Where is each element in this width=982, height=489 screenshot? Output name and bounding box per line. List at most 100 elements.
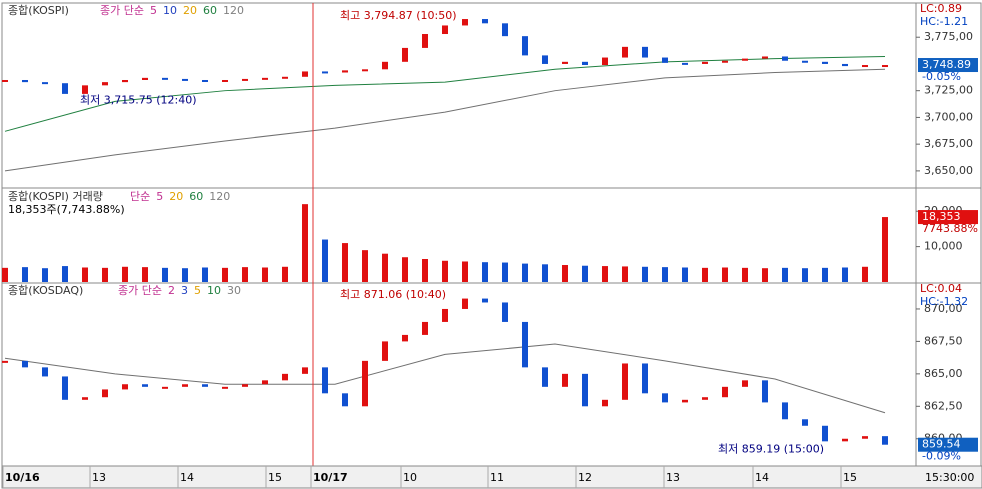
candle (742, 58, 748, 61)
last-price: 3,748.89 (922, 58, 971, 71)
low-annotation: 최저 859.19 (15:00) (718, 442, 824, 455)
legend-item: 60 (189, 190, 203, 203)
legend-item: 단순 (130, 190, 150, 203)
legend-item: 5 (156, 190, 163, 203)
volume-bar (542, 264, 548, 282)
candle (222, 79, 228, 82)
candle (642, 46, 648, 58)
volume-bar (262, 267, 268, 282)
x-tick-label: 12 (578, 471, 592, 484)
y-tick-label: 3,675,00 (924, 137, 973, 150)
volume-bar (562, 265, 568, 282)
candle (722, 60, 728, 63)
volume-bar (382, 253, 388, 282)
legend-item: 5 (150, 4, 157, 17)
candle (282, 76, 288, 79)
volume-bar (322, 239, 328, 282)
volume-bar (482, 262, 488, 282)
y-tick-label: 862,50 (924, 399, 963, 412)
candle (122, 79, 128, 83)
legend-item: 종가 단순 (118, 284, 162, 297)
last-price-box (918, 437, 978, 452)
volume-bar (622, 266, 628, 282)
candle (742, 380, 748, 387)
volume-bar (702, 267, 708, 282)
candle (882, 65, 888, 68)
legend-item: 30 (227, 284, 241, 297)
volume-bar (442, 260, 448, 282)
candle (702, 61, 708, 64)
candle (622, 46, 628, 58)
last-volume-box (918, 210, 978, 225)
candle (862, 436, 868, 439)
candle (102, 389, 108, 398)
legend-item: 10 (163, 4, 177, 17)
candle (442, 308, 448, 322)
volume-title: 종합(KOSPI) 거래량 (8, 190, 103, 203)
volume-ratio: 7743.88% (922, 222, 978, 235)
volume-bar (822, 267, 828, 282)
x-axis-bar (1, 465, 982, 489)
x-tick-label: 15 (268, 471, 282, 484)
lc-label: LC:0.04 (920, 282, 962, 295)
volume-bar (802, 268, 808, 282)
candle (162, 77, 168, 80)
candle (182, 384, 188, 387)
volume-bar (682, 267, 688, 282)
candle (462, 19, 468, 26)
candle (782, 56, 788, 61)
candle (402, 334, 408, 342)
y-tick-label: 865,00 (924, 367, 963, 380)
candle (562, 373, 568, 387)
volume-bar (602, 266, 608, 282)
volume-bar (362, 250, 368, 282)
candle (422, 34, 428, 48)
moving-average (4, 68, 886, 172)
volume-bar (402, 257, 408, 282)
high-annotation: 최고 3,794.87 (10:50) (340, 9, 457, 22)
candle (422, 321, 428, 335)
legend-item: 60 (203, 4, 217, 17)
candle (342, 70, 348, 73)
x-tick-label: 11 (490, 471, 504, 484)
x-tick-label: 10 (403, 471, 417, 484)
candle (482, 298, 488, 303)
volume-bar (662, 267, 668, 282)
x-tick-label: 15 (843, 471, 857, 484)
candle (202, 384, 208, 387)
candle (462, 298, 468, 309)
candle (802, 60, 808, 63)
high-annotation: 최고 871.06 (10:40) (340, 288, 446, 301)
volume-bar (642, 266, 648, 282)
volume-bar (182, 268, 188, 282)
volume-bar (462, 261, 468, 282)
volume-bar (102, 267, 108, 282)
x-tick-label: 14 (755, 471, 769, 484)
last-price: 859.54 (922, 438, 961, 451)
candle (842, 63, 848, 67)
candle (162, 386, 168, 389)
candle (562, 61, 568, 64)
volume-bar (762, 268, 768, 282)
hc-label: HC:-1.21 (920, 15, 968, 28)
volume-bar (2, 267, 8, 282)
volume-bar (82, 267, 88, 282)
candle (722, 386, 728, 398)
y-tick-label: 3,650,00 (924, 164, 973, 177)
legend-item: 20 (169, 190, 183, 203)
candle (222, 386, 228, 389)
volume-bar (142, 267, 148, 282)
legend-item: 3 (181, 284, 188, 297)
candle (202, 79, 208, 82)
volume-bar (62, 266, 68, 282)
volume-bar (122, 266, 128, 282)
candle (502, 302, 508, 322)
legend-item: 종가 단순 (100, 4, 144, 17)
candle (542, 367, 548, 387)
candle (522, 36, 528, 56)
candle (2, 79, 8, 82)
panel-name: 종합(KOSDAQ) (8, 284, 83, 297)
volume-bar (342, 243, 348, 282)
